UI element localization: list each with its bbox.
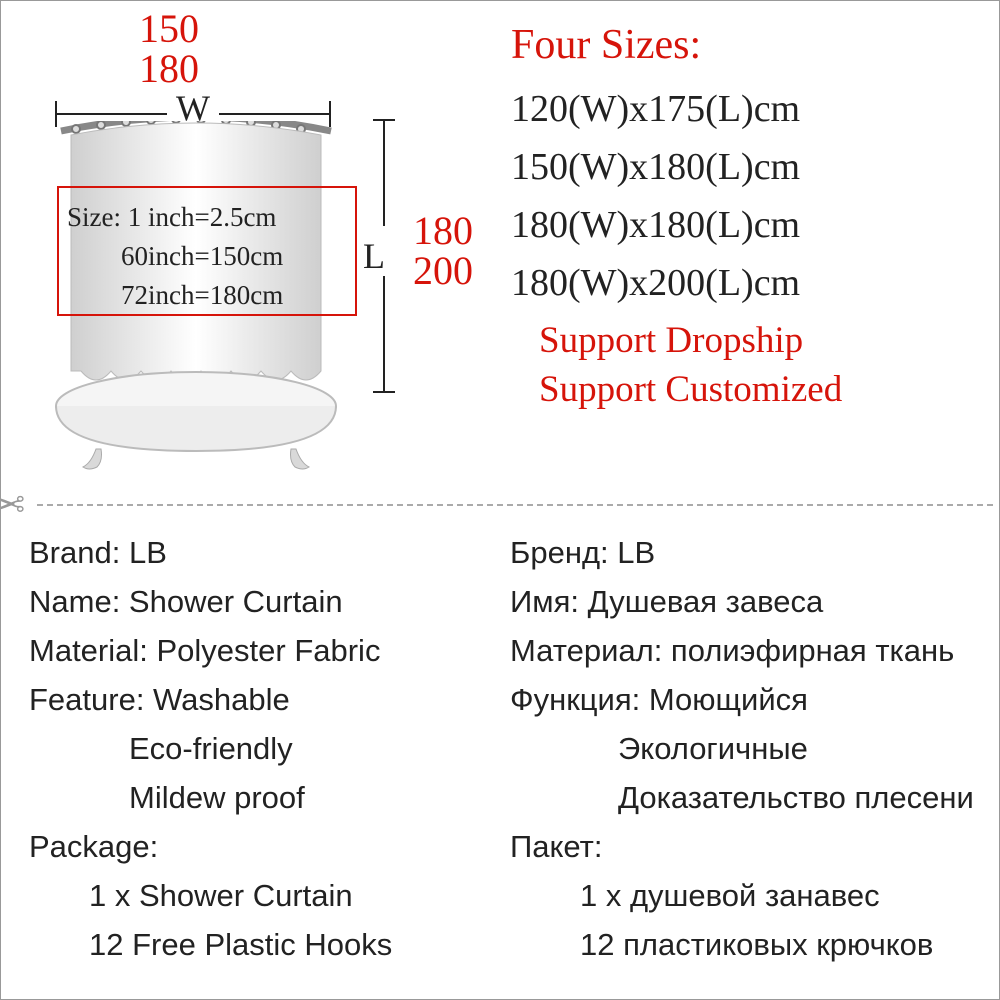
ru-name: Имя: Душевая завеса	[510, 578, 999, 627]
ru-brand: Бренд: LB	[510, 529, 999, 578]
scissors-icon: ✂	[0, 484, 25, 526]
en-package-label: Package:	[29, 823, 500, 872]
en-feature-2: Eco-friendly	[29, 725, 500, 774]
conversion-line-2: 60inch=150cm	[67, 237, 347, 276]
ru-feature-1: Функция: Моющийся	[510, 676, 999, 725]
en-material: Material: Polyester Fabric	[29, 627, 500, 676]
width-dim-line-right	[219, 113, 329, 115]
conversion-line-1: Size: 1 inch=2.5cm	[67, 198, 347, 237]
cut-divider: ✂	[1, 498, 999, 518]
length-value-2: 200	[413, 251, 473, 291]
en-feature-3: Mildew proof	[29, 774, 500, 823]
details-section: Brand: LB Name: Shower Curtain Material:…	[1, 521, 999, 970]
length-label: L	[363, 235, 385, 277]
size-option-4: 180(W)x200(L)cm	[511, 261, 991, 305]
ru-material: Материал: полиэфирная ткань	[510, 627, 999, 676]
height-dim-line-top	[383, 121, 385, 226]
ru-package-1: 1 х душевой занавес	[510, 872, 999, 921]
conversion-line-3: 72inch=180cm	[67, 276, 347, 315]
en-package-1: 1 x Shower Curtain	[29, 872, 500, 921]
height-dim-line-bot	[383, 276, 385, 391]
en-feature-1: Feature: Washable	[29, 676, 500, 725]
en-name: Name: Shower Curtain	[29, 578, 500, 627]
width-value-2: 180	[139, 49, 199, 89]
dashed-line	[37, 504, 993, 506]
details-ru: Бренд: LB Имя: Душевая завеса Материал: …	[500, 521, 999, 970]
en-package-2: 12 Free Plastic Hooks	[29, 921, 500, 970]
top-section: 150 180 W	[1, 1, 999, 491]
length-value-1: 180	[413, 211, 473, 251]
width-dim-line-left	[57, 113, 167, 115]
size-diagram: 150 180 W	[1, 1, 496, 491]
size-option-1: 120(W)x175(L)cm	[511, 87, 991, 131]
height-tick-bot	[373, 391, 395, 393]
ru-package-2: 12 пластиковых крючков	[510, 921, 999, 970]
support-dropship: Support Dropship	[511, 319, 991, 362]
ru-feature-2: Экологичные	[510, 725, 999, 774]
sizes-title: Four Sizes:	[511, 21, 991, 69]
details-en: Brand: LB Name: Shower Curtain Material:…	[1, 521, 500, 970]
ru-package-label: Пакет:	[510, 823, 999, 872]
ru-feature-3: Доказательство плесени	[510, 774, 999, 823]
width-value-1: 150	[139, 9, 199, 49]
height-tick-top	[373, 119, 395, 121]
support-customized: Support Customized	[511, 368, 991, 411]
sizes-panel: Four Sizes: 120(W)x175(L)cm 150(W)x180(L…	[511, 1, 991, 415]
size-option-3: 180(W)x180(L)cm	[511, 203, 991, 247]
conversion-box: Size: 1 inch=2.5cm 60inch=150cm 72inch=1…	[57, 186, 357, 316]
width-values: 150 180	[139, 9, 199, 89]
size-option-2: 150(W)x180(L)cm	[511, 145, 991, 189]
en-brand: Brand: LB	[29, 529, 500, 578]
length-values: 180 200	[413, 211, 473, 291]
